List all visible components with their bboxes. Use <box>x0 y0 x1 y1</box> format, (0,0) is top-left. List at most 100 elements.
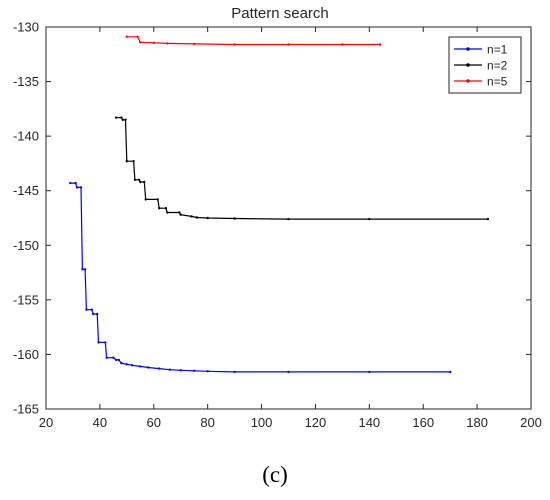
data-point <box>120 116 123 119</box>
axes-box <box>45 26 532 410</box>
data-point <box>79 186 83 189</box>
data-point <box>131 364 134 367</box>
data-point <box>287 217 290 221</box>
x-tick-label: 100 <box>251 415 273 430</box>
legend-item: n=1 <box>454 43 508 57</box>
data-point <box>105 356 108 359</box>
series-layer <box>69 35 490 374</box>
legend-label: n=2 <box>487 59 508 73</box>
data-point <box>132 160 135 163</box>
data-point <box>158 367 161 370</box>
data-point <box>449 370 452 374</box>
data-point <box>233 43 236 46</box>
data-point <box>147 366 150 369</box>
series-n=5 <box>125 35 382 46</box>
data-point <box>179 369 182 372</box>
data-point <box>125 160 128 163</box>
series-line-n=2 <box>116 116 488 220</box>
data-point <box>166 42 169 45</box>
data-point <box>152 41 155 44</box>
data-point <box>92 312 95 316</box>
data-point <box>125 363 128 366</box>
data-point <box>156 198 159 201</box>
axes-layer: 20 40 60 80 100 120 140 160 180 200 -130 -135 -140 -1… <box>13 20 542 431</box>
data-point <box>206 370 209 373</box>
x-tick-label: 200 <box>520 415 542 430</box>
data-point <box>117 358 121 362</box>
x-tick-label: 20 <box>39 415 53 430</box>
data-point <box>486 217 490 221</box>
data-point <box>83 268 87 271</box>
y-tick-label: -135 <box>13 74 39 89</box>
x-tick-label: 180 <box>466 415 488 430</box>
data-point <box>114 358 118 362</box>
x-tick-label: 120 <box>305 415 327 430</box>
data-point <box>233 370 236 374</box>
y-tick-label: -155 <box>13 292 39 307</box>
legend-label: n=5 <box>487 75 508 89</box>
data-point <box>125 35 128 38</box>
chart-title: Pattern search <box>231 5 329 22</box>
legend-marker <box>466 47 470 51</box>
data-point <box>69 181 72 185</box>
data-point <box>287 43 290 46</box>
data-point <box>206 216 209 220</box>
data-point <box>193 369 196 372</box>
data-point <box>168 368 172 371</box>
legend: n=1 n=2 n=5 <box>448 36 522 94</box>
series-line-n=5 <box>126 36 381 46</box>
data-point <box>179 213 182 216</box>
series-n=1 <box>69 181 452 374</box>
data-point <box>139 365 142 368</box>
y-tick-label: -165 <box>13 402 39 417</box>
data-point <box>112 356 115 359</box>
y-tick-label: -140 <box>13 129 39 144</box>
data-point <box>193 42 196 46</box>
x-tick-label: 140 <box>358 415 380 430</box>
y-tick-label: -160 <box>13 347 39 362</box>
data-point <box>164 207 168 210</box>
series-n=2 <box>114 116 490 221</box>
data-point <box>96 312 99 316</box>
data-point <box>139 41 142 44</box>
data-point <box>287 370 290 374</box>
data-point <box>136 35 139 38</box>
x-tick-label: 60 <box>147 415 161 430</box>
legend-item: n=2 <box>454 59 508 73</box>
data-point <box>368 370 371 374</box>
data-point <box>378 43 382 46</box>
data-point <box>74 181 77 185</box>
data-point <box>124 118 127 122</box>
data-point <box>85 308 88 311</box>
legend-label: n=1 <box>487 43 508 57</box>
data-point <box>195 216 199 219</box>
y-tick-label: -150 <box>13 238 39 253</box>
data-point <box>166 211 169 214</box>
data-point <box>143 180 146 184</box>
y-tick-label: -130 <box>13 20 39 35</box>
data-point <box>90 308 94 311</box>
data-point <box>137 178 141 181</box>
data-point <box>75 186 79 189</box>
legend-marker <box>466 79 470 83</box>
figure-caption: (c) <box>262 462 288 487</box>
data-point <box>121 118 125 122</box>
data-point <box>133 178 137 181</box>
data-point <box>368 217 371 221</box>
x-tick-label: 40 <box>93 415 107 430</box>
data-point <box>104 341 107 344</box>
data-point <box>97 341 100 344</box>
x-tick-label: 80 <box>200 415 214 430</box>
legend-item: n=5 <box>454 75 508 89</box>
x-tick-label: 160 <box>412 415 434 430</box>
data-point <box>178 211 181 214</box>
data-point <box>144 198 147 201</box>
data-point <box>233 217 236 220</box>
data-point <box>81 268 84 271</box>
data-point <box>190 215 193 218</box>
y-tick-label: -145 <box>13 183 39 198</box>
data-point <box>139 180 142 184</box>
legend-marker <box>466 63 470 67</box>
data-point <box>114 116 118 119</box>
